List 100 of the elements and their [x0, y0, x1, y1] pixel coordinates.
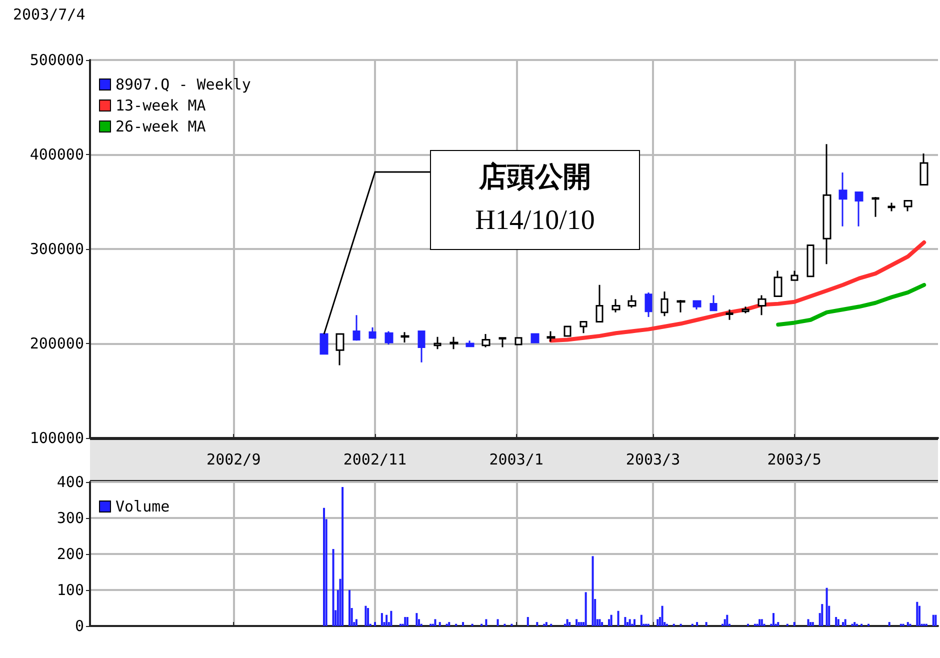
candlestick	[822, 143, 832, 265]
candlestick	[854, 192, 864, 228]
candlestick	[710, 294, 718, 312]
y-tick-label: 300	[56, 509, 84, 527]
bar	[592, 556, 594, 626]
bar	[656, 619, 659, 626]
bar	[576, 619, 578, 626]
candlestick	[758, 294, 766, 316]
bar	[610, 614, 612, 626]
bar	[462, 622, 464, 626]
y-tick-label: 200000	[30, 334, 84, 352]
bar	[566, 619, 568, 626]
bar	[323, 508, 326, 626]
bar	[406, 617, 408, 626]
y-tick-label: 100	[56, 581, 84, 599]
candlestick	[530, 333, 540, 344]
bar	[536, 622, 538, 626]
bar	[348, 590, 350, 626]
candlestick	[466, 340, 474, 348]
bar	[810, 622, 812, 626]
candlestick	[872, 196, 880, 218]
bar	[835, 617, 838, 626]
candlestick	[806, 244, 814, 278]
bar	[661, 606, 664, 626]
x-tick-label: 2003/5	[767, 450, 822, 468]
candlestick	[482, 333, 490, 348]
candlestick	[596, 284, 604, 323]
candlestick	[742, 306, 750, 314]
bar	[386, 614, 388, 626]
candlestick	[676, 299, 686, 314]
candlestick	[726, 308, 734, 321]
bar	[854, 622, 856, 626]
bar	[726, 614, 728, 626]
y-tick-label: 300000	[30, 240, 84, 258]
y-tick-label: 400	[56, 473, 84, 491]
candlestick	[660, 290, 668, 317]
candlestick	[612, 298, 620, 314]
bar	[390, 610, 392, 626]
bar	[777, 622, 780, 626]
bar	[608, 619, 610, 626]
bar	[844, 619, 846, 626]
candlestick	[384, 330, 394, 346]
candlestick	[368, 326, 376, 340]
bar	[633, 619, 636, 626]
x-tick-label: 2003/1	[489, 450, 544, 468]
bar	[380, 613, 383, 626]
candlestick	[564, 326, 572, 337]
bar	[578, 622, 580, 626]
candlestick	[434, 336, 442, 350]
bar	[837, 619, 840, 626]
candlestick	[514, 337, 522, 346]
bar	[624, 617, 626, 626]
x-tick-label: 2003/3	[626, 450, 680, 468]
legend-label: 26-week MA	[116, 118, 206, 136]
y-tick-label: 500000	[30, 51, 84, 69]
y-tick-label: 0	[74, 617, 84, 635]
legend-label: 8907.Q - Weekly	[116, 76, 251, 94]
candlestick	[400, 331, 410, 344]
bar	[906, 622, 909, 626]
bar	[916, 602, 918, 626]
candlestick	[352, 314, 360, 342]
bar	[367, 608, 370, 626]
candlestick	[498, 337, 506, 348]
bar	[888, 622, 890, 626]
bar	[342, 487, 344, 626]
candlestick	[418, 330, 426, 364]
candlestick	[774, 270, 782, 297]
annotation: 店頭公開 H14/10/10	[474, 159, 596, 238]
bar	[772, 613, 774, 626]
candlestick	[580, 321, 588, 334]
candlestick	[790, 270, 798, 281]
bar	[842, 622, 844, 626]
bar	[932, 614, 934, 626]
bar	[812, 622, 814, 626]
candlestick	[888, 202, 896, 212]
bar	[448, 622, 450, 626]
bar	[332, 548, 334, 626]
bar	[584, 592, 587, 626]
bar	[696, 622, 698, 626]
y-tick-label: 400000	[30, 146, 84, 164]
candlestick	[628, 294, 636, 308]
bar	[496, 619, 499, 626]
bar	[364, 606, 367, 626]
candlestick	[320, 333, 328, 355]
bar	[416, 613, 418, 626]
candlestick	[692, 300, 702, 310]
legend-label: Volume	[116, 498, 170, 516]
candlestick	[644, 292, 652, 318]
candlestick	[920, 152, 928, 186]
bar	[705, 622, 708, 626]
bar	[545, 622, 548, 626]
bar	[568, 622, 571, 626]
bar	[438, 622, 441, 626]
bar	[821, 604, 824, 626]
bar	[355, 619, 358, 626]
bar	[526, 617, 529, 626]
bar	[598, 619, 601, 626]
bar	[404, 617, 406, 626]
x-tick-label: 2002/9	[206, 450, 261, 468]
bar	[807, 619, 810, 626]
